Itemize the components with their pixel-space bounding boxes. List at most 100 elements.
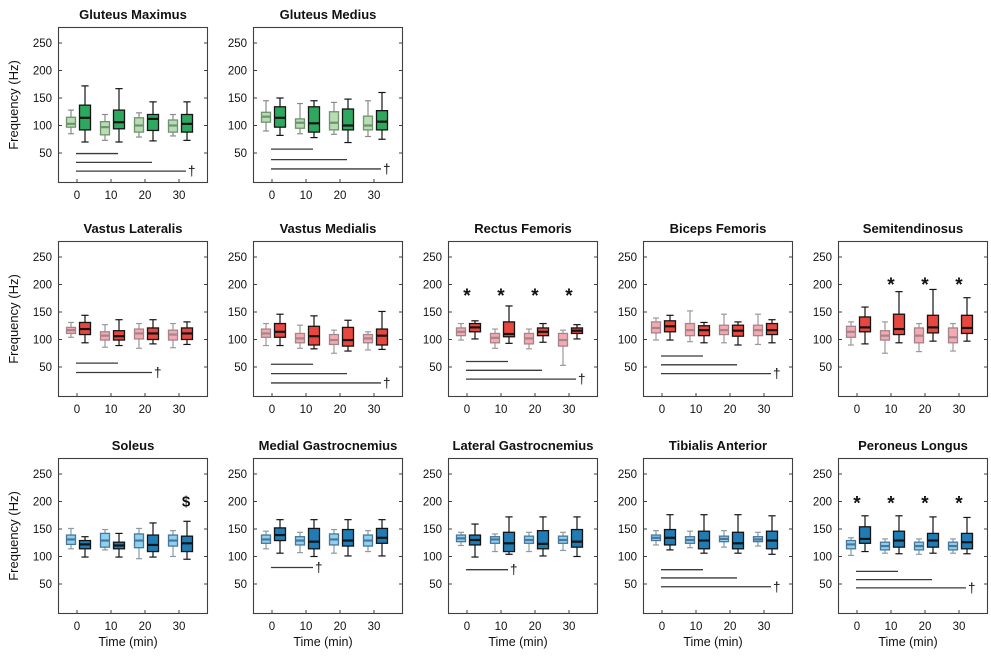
y-tick-label: 200 (228, 497, 247, 509)
x-tick-label: 20 (139, 190, 152, 202)
axes-box (447, 240, 599, 398)
y-tick-label: 200 (423, 280, 442, 292)
y-tick-label: 250 (423, 252, 442, 264)
iqr-box (858, 526, 872, 544)
axes-box (57, 240, 209, 398)
box-light-t30 (947, 538, 959, 554)
x-axis-label: Time (min) (293, 635, 352, 649)
x-tick-label: 20 (529, 621, 542, 633)
x-tick-label: 20 (919, 404, 932, 416)
x-tick-label: 20 (139, 404, 152, 416)
y-tick-label: 150 (228, 524, 247, 536)
y-tick-label: 250 (618, 469, 637, 481)
box-dark-t0 (273, 97, 287, 137)
box-dark-t30 (180, 101, 194, 141)
iqr-box (146, 113, 160, 132)
panel-title: Medial Gastrocnemius (259, 438, 398, 453)
box-light-t30 (362, 331, 374, 351)
panel-tibialis-anterior: Tibialis Anterior 50 100 150 200 250 0 10 20 30 Ti… (618, 438, 794, 649)
box-light-t20 (523, 531, 535, 553)
iqr-box (341, 528, 355, 547)
panel-title: Semitendinosus (863, 221, 963, 236)
x-axis-label: Time (min) (683, 635, 742, 649)
axes-box (447, 457, 599, 615)
iqr-box (502, 321, 516, 338)
significance-dagger: † (188, 164, 196, 179)
significance-star: * (887, 493, 895, 514)
x-tick-label: 10 (300, 621, 313, 633)
x-tick-label: 0 (659, 404, 665, 416)
box-light-t20 (523, 328, 535, 350)
x-tick-label: 20 (919, 621, 932, 633)
x-tick-label: 0 (74, 190, 80, 202)
box-dark-t20 (341, 98, 355, 144)
iqr-box (375, 110, 389, 131)
iqr-box (731, 531, 745, 550)
box-dark-t10 (697, 514, 711, 554)
box-dark-t0 (273, 313, 287, 347)
panel-vastus-medialis: Vastus Medialis 50 100 150 200 250 0 10 20 30 † (228, 221, 404, 416)
box-dark-t30 (960, 516, 974, 555)
significance-star: * (887, 275, 895, 296)
y-tick-label: 250 (423, 469, 442, 481)
iqr-box (146, 534, 160, 553)
significance-dagger: † (383, 161, 391, 176)
axes-box (837, 457, 989, 615)
box-light-t10 (879, 538, 891, 554)
box-light-t0 (845, 321, 857, 346)
y-tick-label: 250 (228, 38, 247, 50)
box-light-t0 (455, 531, 467, 547)
x-tick-label: 30 (173, 404, 186, 416)
panel-rectus-femoris: Rectus Femoris 50 100 150 200 250 0 10 20 30 * * * * † (423, 221, 599, 416)
y-tick-label: 200 (228, 66, 247, 78)
iqr-box (947, 327, 959, 344)
iqr-box (112, 109, 126, 130)
y-tick-label: 200 (618, 280, 637, 292)
box-dark-t0 (858, 306, 872, 345)
x-tick-label: 0 (74, 404, 80, 416)
y-tick-label: 200 (33, 280, 52, 292)
box-light-t30 (362, 100, 374, 138)
box-dark-t0 (858, 515, 872, 553)
box-light-t0 (650, 317, 662, 341)
box-light-t30 (167, 113, 179, 137)
x-axis-label: Time (min) (488, 635, 547, 649)
iqr-box (307, 527, 321, 550)
box-light-t10 (294, 531, 306, 554)
iqr-box (536, 530, 550, 550)
y-tick-label: 100 (618, 552, 637, 564)
y-tick-label: 250 (813, 469, 832, 481)
y-tick-label: 100 (228, 335, 247, 347)
box-light-t10 (294, 324, 306, 349)
box-dark-t10 (307, 315, 321, 350)
x-tick-label: 10 (105, 190, 118, 202)
box-dark-t10 (697, 321, 711, 344)
x-tick-label: 10 (300, 404, 313, 416)
box-dark-t30 (570, 324, 584, 340)
box-dark-t10 (892, 291, 906, 344)
panel-gluteus-maximus: Gluteus Maximus 50 100 150 200 250 0 10 20 30 Freq… (6, 7, 209, 202)
y-tick-label: 150 (618, 307, 637, 319)
box-dark-t20 (926, 516, 940, 554)
y-tick-label: 150 (228, 93, 247, 105)
box-dark-t30 (375, 91, 389, 140)
box-light-t20 (913, 322, 925, 353)
iqr-box (65, 116, 77, 128)
box-dark-t30 (375, 310, 389, 351)
box-light-t30 (752, 313, 764, 346)
x-tick-label: 10 (885, 404, 898, 416)
box-light-t20 (328, 101, 340, 135)
y-tick-label: 100 (423, 335, 442, 347)
box-dark-t20 (536, 516, 550, 557)
y-tick-label: 250 (33, 252, 52, 264)
box-light-t20 (133, 527, 145, 560)
box-light-t20 (913, 538, 925, 555)
axes-box (837, 240, 989, 398)
y-tick-label: 100 (423, 552, 442, 564)
panel-title: Biceps Femoris (670, 221, 767, 236)
y-tick-label: 250 (228, 469, 247, 481)
box-light-t30 (362, 530, 374, 553)
box-light-t0 (845, 537, 857, 557)
x-tick-label: 10 (495, 404, 508, 416)
